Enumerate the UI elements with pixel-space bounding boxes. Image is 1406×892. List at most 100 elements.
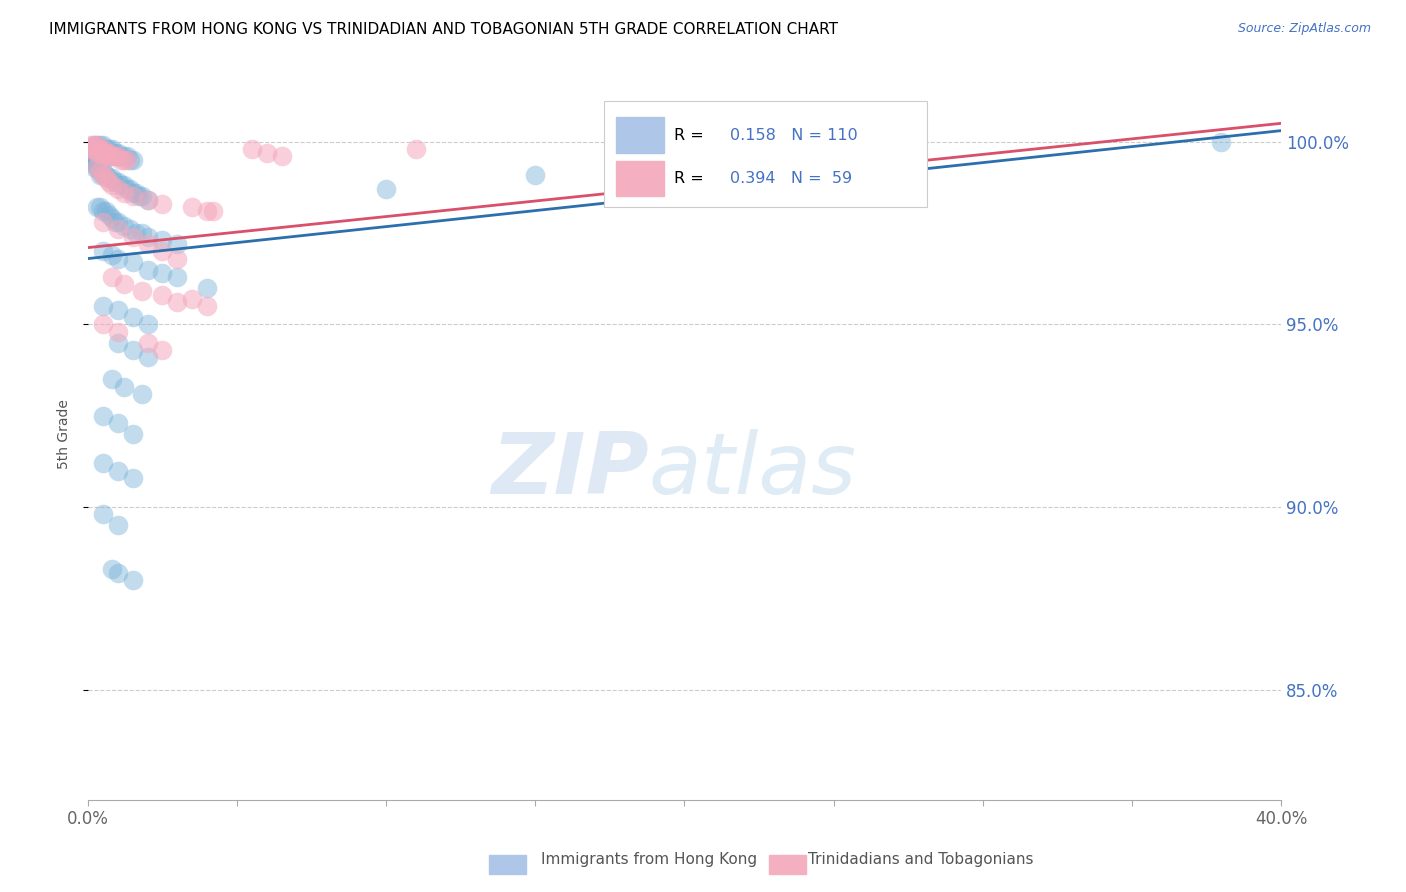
Point: [107, 149, 129, 163]
Point: [83, 142, 105, 156]
Point: [112, 186, 135, 200]
Point: [94, 149, 117, 163]
Point: [91, 215, 114, 229]
Point: [112, 149, 135, 163]
Point: [121, 229, 143, 244]
Point: [97, 171, 120, 186]
Text: Trinidadians and Tobagonians: Trinidadians and Tobagonians: [808, 852, 1033, 867]
Point: [83, 160, 105, 174]
Point: [89, 142, 111, 156]
Point: [100, 248, 122, 262]
Point: [195, 281, 218, 295]
Point: [89, 142, 111, 156]
Point: [181, 292, 204, 306]
Point: [166, 295, 188, 310]
Point: [83, 142, 105, 156]
Point: [202, 204, 225, 219]
Point: [121, 186, 143, 200]
Text: IMMIGRANTS FROM HONG KONG VS TRINIDADIAN AND TOBAGONIAN 5TH GRADE CORRELATION CH: IMMIGRANTS FROM HONG KONG VS TRINIDADIAN…: [49, 22, 838, 37]
Point: [136, 236, 159, 251]
Point: [94, 145, 117, 160]
Point: [100, 145, 122, 160]
Point: [107, 335, 129, 350]
Point: [89, 168, 111, 182]
Point: [107, 252, 129, 266]
FancyBboxPatch shape: [616, 118, 664, 153]
Point: [100, 562, 122, 576]
Point: [86, 138, 108, 153]
Y-axis label: 5th Grade: 5th Grade: [58, 399, 72, 469]
Point: [97, 149, 120, 163]
FancyBboxPatch shape: [616, 161, 664, 196]
Point: [91, 164, 114, 178]
Point: [100, 142, 122, 156]
Point: [91, 204, 114, 219]
Point: [131, 226, 153, 240]
Point: [124, 226, 146, 240]
Point: [107, 416, 129, 430]
Text: atlas: atlas: [648, 429, 856, 512]
Point: [121, 471, 143, 485]
Point: [91, 142, 114, 156]
Point: [107, 182, 129, 196]
Point: [80, 149, 103, 163]
Point: [166, 269, 188, 284]
Point: [136, 193, 159, 207]
Point: [83, 156, 105, 170]
Point: [118, 153, 141, 167]
Point: [152, 233, 174, 247]
FancyBboxPatch shape: [605, 102, 927, 208]
Point: [110, 149, 132, 163]
Point: [80, 142, 103, 156]
Point: [524, 168, 547, 182]
Point: [86, 138, 108, 153]
Point: [405, 142, 427, 156]
Point: [136, 335, 159, 350]
Point: [94, 149, 117, 163]
Point: [195, 299, 218, 313]
Point: [97, 208, 120, 222]
Point: [100, 171, 122, 186]
Point: [107, 149, 129, 163]
Point: [131, 189, 153, 203]
Point: [100, 269, 122, 284]
Point: [115, 153, 138, 167]
Point: [152, 343, 174, 357]
Point: [131, 285, 153, 299]
Point: [91, 244, 114, 259]
Text: R =: R =: [673, 171, 714, 186]
Point: [91, 318, 114, 332]
Point: [104, 149, 127, 163]
Point: [80, 153, 103, 167]
Point: [91, 149, 114, 163]
Point: [112, 277, 135, 292]
Point: [86, 149, 108, 163]
Point: [107, 222, 129, 236]
Point: [86, 160, 108, 174]
Point: [104, 215, 127, 229]
Point: [256, 145, 278, 160]
Point: [107, 325, 129, 339]
Point: [115, 149, 138, 163]
Point: [83, 145, 105, 160]
Point: [121, 343, 143, 357]
Point: [83, 138, 105, 153]
Point: [110, 178, 132, 193]
Point: [104, 149, 127, 163]
Point: [152, 196, 174, 211]
Point: [107, 566, 129, 580]
Point: [121, 189, 143, 203]
Point: [91, 145, 114, 160]
Point: [136, 193, 159, 207]
Point: [89, 149, 111, 163]
Point: [89, 164, 111, 178]
Point: [97, 145, 120, 160]
Point: [86, 142, 108, 156]
Point: [97, 142, 120, 156]
Point: [91, 508, 114, 522]
Point: [104, 145, 127, 160]
Point: [195, 204, 218, 219]
Point: [86, 145, 108, 160]
Point: [91, 142, 114, 156]
Text: Source: ZipAtlas.com: Source: ZipAtlas.com: [1237, 22, 1371, 36]
